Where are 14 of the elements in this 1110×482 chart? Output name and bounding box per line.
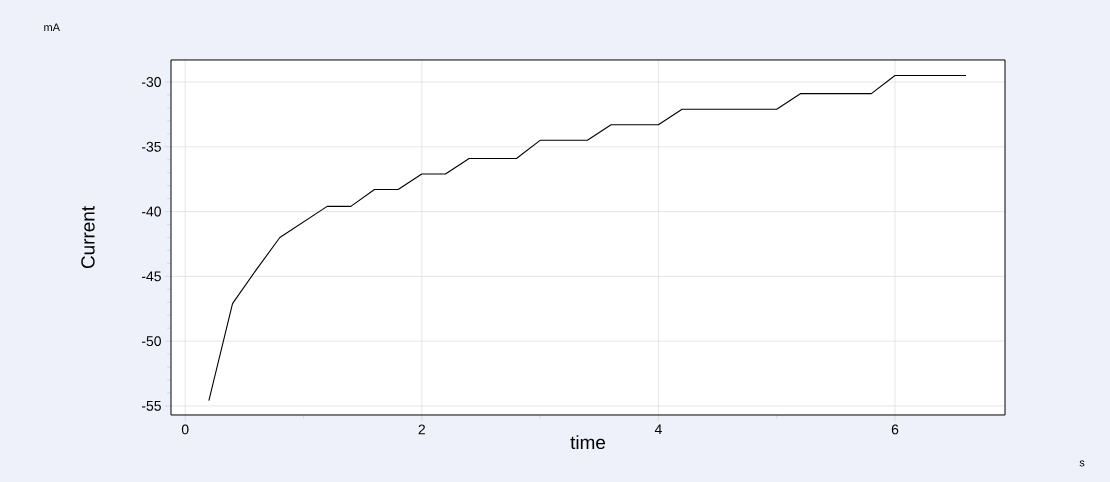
x-tick-label: 0 xyxy=(181,424,189,435)
x-tick-label: 4 xyxy=(654,424,662,435)
y-tick-label: -35 xyxy=(141,141,161,152)
y-tick-label: -50 xyxy=(141,336,161,347)
text: mA xyxy=(44,23,60,32)
y-tick-label: -45 xyxy=(141,271,161,282)
y-tick-label: -55 xyxy=(141,401,161,411)
x-tick-label: 2 xyxy=(418,424,425,435)
text: s xyxy=(1079,460,1085,467)
x-tick-label: 6 xyxy=(891,424,899,435)
y-axis-title: Current xyxy=(81,206,95,269)
y-tick-label: -40 xyxy=(141,206,161,217)
y-tick-label: -30 xyxy=(141,77,161,87)
x-axis-title: time xyxy=(570,435,606,450)
